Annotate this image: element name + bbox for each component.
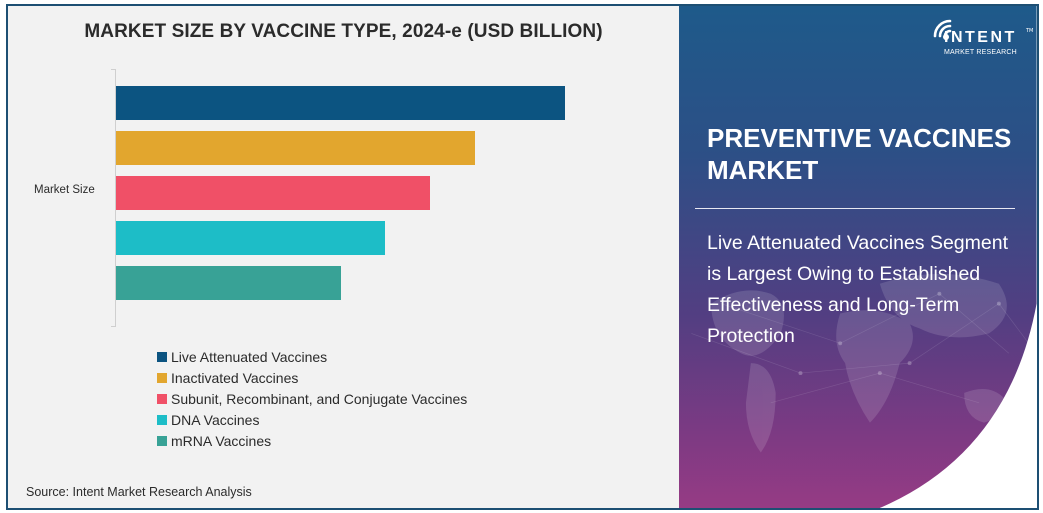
- y-axis-line: [115, 69, 116, 326]
- legend-label: DNA Vaccines: [171, 411, 260, 428]
- source-note: Source: Intent Market Research Analysis: [26, 485, 252, 499]
- legend-swatch: [157, 351, 167, 362]
- chart-legend: Live Attenuated Vaccines Inactivated Vacc…: [157, 346, 467, 451]
- market-headline: PREVENTIVE VACCINES MARKET: [707, 123, 1012, 185]
- legend-label: Subunit, Recombinant, and Conjugate Vacc…: [171, 390, 468, 407]
- logo-wordmark: INTENT: [944, 29, 1017, 46]
- divider: [695, 208, 1015, 209]
- y-axis-tick: [111, 69, 116, 70]
- legend-label: Inactivated Vaccines: [171, 369, 299, 386]
- legend-item: DNA Vaccines: [157, 409, 467, 430]
- legend-swatch: [157, 372, 167, 383]
- summary-panel: INTENT TM MARKET RESEARCH PREVENTIVE VAC…: [679, 6, 1037, 508]
- logo-trademark: TM: [1026, 28, 1034, 34]
- intent-logo: INTENT TM MARKET RESEARCH: [932, 16, 1034, 62]
- legend-swatch: [157, 435, 167, 446]
- bar-live-attenuated-vaccines: [116, 86, 565, 120]
- legend-swatch: [157, 393, 167, 404]
- chart-title: MARKET SIZE BY VACCINE TYPE, 2024-e (USD…: [84, 21, 603, 42]
- legend-swatch: [157, 414, 167, 425]
- bar-mrna-vaccines: [116, 266, 341, 300]
- legend-label: Live Attenuated Vaccines: [171, 348, 328, 365]
- legend-label: mRNA Vaccines: [171, 432, 272, 449]
- legend-item: Live Attenuated Vaccines: [157, 346, 467, 367]
- world-network-decoration: [691, 6, 1037, 508]
- chart-panel: MARKET SIZE BY VACCINE TYPE, 2024-e (USD…: [8, 6, 679, 508]
- legend-item: mRNA Vaccines: [157, 430, 467, 451]
- infographic-frame: MARKET SIZE BY VACCINE TYPE, 2024-e (USD…: [6, 4, 1039, 510]
- y-axis-tick: [111, 326, 116, 327]
- bar-subunit-recombinant-and-conjugate-vaccines: [116, 176, 431, 210]
- y-category-label: Market Size: [34, 184, 95, 196]
- signal-waves-icon: [933, 19, 952, 40]
- logo-tagline: MARKET RESEARCH: [944, 49, 1017, 56]
- bar-inactivated-vaccines: [116, 131, 476, 165]
- legend-item: Subunit, Recombinant, and Conjugate Vacc…: [157, 388, 467, 409]
- key-insight: Live Attenuated Vaccines Segment is Larg…: [707, 232, 1009, 347]
- legend-item: Inactivated Vaccines: [157, 367, 467, 388]
- bar-dna-vaccines: [116, 221, 386, 255]
